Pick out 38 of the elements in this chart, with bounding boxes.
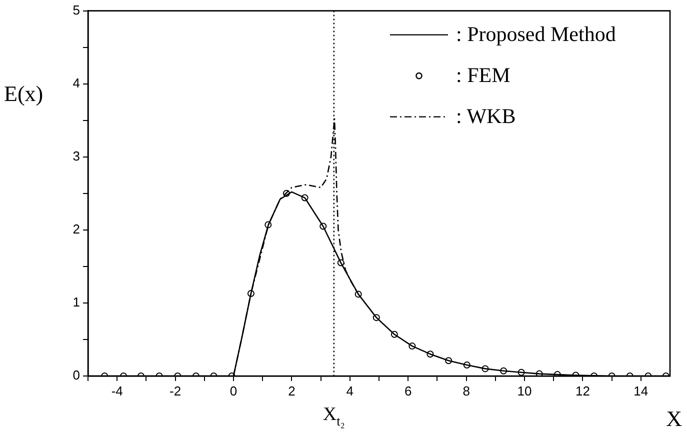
x-tick-label: 14	[634, 383, 648, 398]
point	[264, 221, 272, 228]
y-tick-label: 5	[72, 2, 80, 18]
point	[337, 259, 344, 266]
point	[500, 367, 508, 374]
point	[445, 357, 452, 364]
x-tick-label: 12	[575, 383, 590, 398]
point	[320, 222, 327, 230]
x-tick-label: 8	[462, 383, 470, 398]
legend-label: : Proposed Method	[456, 22, 616, 46]
point	[518, 368, 525, 376]
y-tick-label: 0	[72, 368, 80, 383]
point	[408, 342, 416, 350]
legend-label: : FEM	[456, 62, 511, 87]
y-tick-label: 2	[72, 222, 80, 236]
legend-label: : WKB	[456, 104, 516, 128]
x-tick-label: 2	[288, 383, 296, 398]
x-tick-label: 6	[404, 383, 412, 398]
x-tick-label: 10	[517, 383, 532, 398]
y-tick-label: 1	[72, 294, 80, 310]
point	[282, 190, 290, 197]
point	[301, 194, 308, 202]
y-axis-title: E(x)	[4, 80, 44, 106]
point	[354, 290, 362, 298]
point	[372, 314, 380, 322]
y-tick-label: 4	[72, 75, 80, 90]
x-tick-label: -4	[111, 383, 123, 398]
x-axis-title: X	[666, 406, 682, 431]
x-tick-label: 0	[230, 383, 238, 398]
x-tick-label: -2	[170, 383, 182, 398]
x-tick-label: 4	[346, 383, 354, 398]
y-tick-label: 3	[72, 148, 80, 164]
point	[536, 370, 543, 376]
point	[247, 290, 254, 297]
point	[463, 362, 470, 369]
point	[482, 365, 489, 372]
point	[390, 330, 398, 338]
point	[426, 350, 434, 358]
